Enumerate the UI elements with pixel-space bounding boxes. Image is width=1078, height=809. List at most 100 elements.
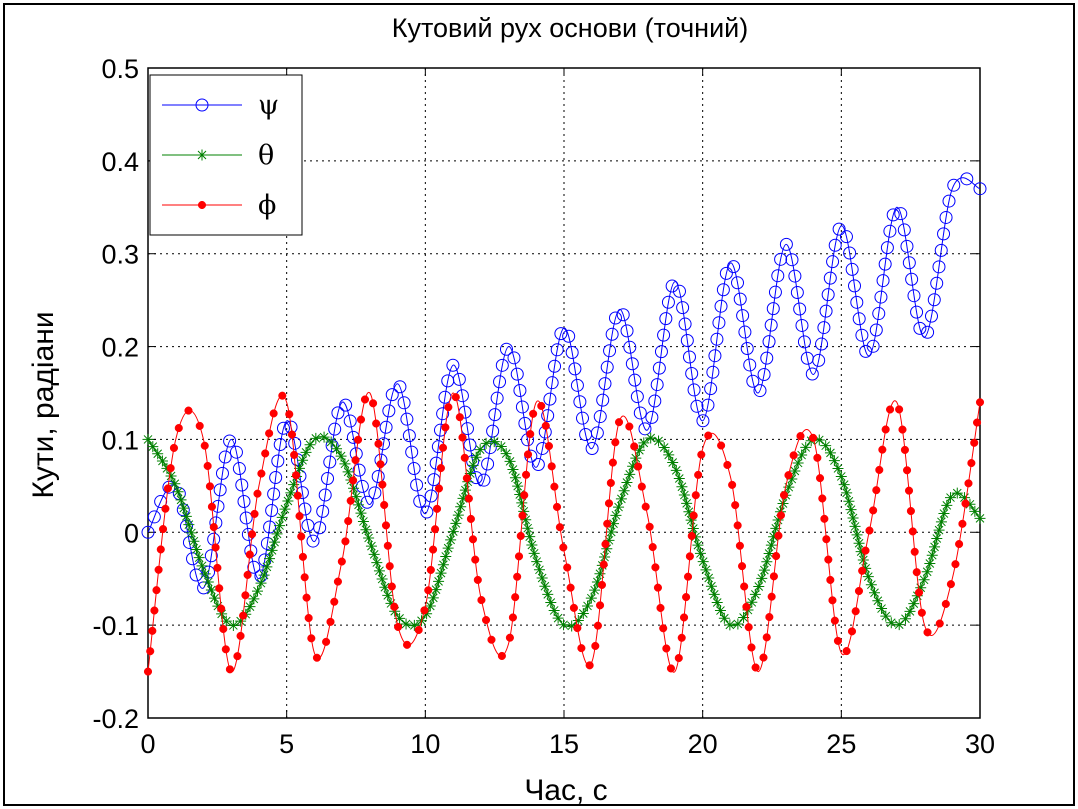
data-point xyxy=(654,345,668,359)
data-point xyxy=(518,505,530,517)
data-point xyxy=(381,521,391,530)
data-point xyxy=(740,582,749,591)
x-tick-label: 20 xyxy=(688,729,718,759)
data-point xyxy=(937,227,951,241)
data-point xyxy=(547,462,556,471)
data-point xyxy=(600,360,614,374)
data-point xyxy=(812,353,826,367)
data-point xyxy=(550,482,559,491)
data-point xyxy=(258,569,270,581)
data-point xyxy=(744,623,753,632)
data-point xyxy=(267,487,281,501)
data-point xyxy=(960,172,974,186)
data-point xyxy=(509,472,521,484)
data-point xyxy=(652,361,666,375)
data-point xyxy=(223,434,237,448)
data-point xyxy=(339,398,353,412)
data-point xyxy=(813,434,825,446)
data-point xyxy=(625,422,634,431)
data-point xyxy=(526,430,535,439)
data-point xyxy=(219,624,228,634)
data-point xyxy=(841,487,853,499)
data-point xyxy=(790,286,804,300)
data-point xyxy=(595,601,605,610)
data-point xyxy=(520,491,529,500)
data-point xyxy=(625,357,639,371)
data-point xyxy=(828,238,842,252)
data-point xyxy=(577,607,589,619)
data-point xyxy=(786,473,798,485)
data-point xyxy=(842,647,851,656)
data-point xyxy=(227,619,239,631)
data-point xyxy=(770,522,782,534)
data-point xyxy=(676,301,690,315)
data-point xyxy=(718,612,730,624)
data-point xyxy=(666,664,676,673)
data-point xyxy=(193,552,205,564)
data-point xyxy=(436,464,445,473)
data-point xyxy=(731,501,740,510)
data-point xyxy=(682,593,691,602)
data-point xyxy=(672,284,686,298)
data-point xyxy=(245,550,254,559)
data-point xyxy=(213,483,227,497)
data-point xyxy=(342,466,354,478)
data-point xyxy=(488,408,502,422)
data-point xyxy=(382,589,394,601)
data-point xyxy=(297,532,306,541)
data-point xyxy=(746,374,760,388)
data-point xyxy=(719,266,733,280)
data-point xyxy=(531,556,543,568)
data-point xyxy=(733,521,742,530)
x-tick-label: 10 xyxy=(410,729,440,759)
data-point xyxy=(508,613,517,622)
data-point xyxy=(158,525,168,534)
data-point xyxy=(241,591,250,600)
data-point xyxy=(638,422,652,436)
data-point xyxy=(876,603,888,615)
data-point xyxy=(704,382,718,396)
data-point xyxy=(563,563,572,572)
data-point xyxy=(645,522,654,531)
data-point xyxy=(481,615,491,625)
data-point xyxy=(212,600,224,612)
data-point xyxy=(548,359,562,373)
data-point xyxy=(432,504,442,513)
data-point xyxy=(645,410,659,424)
data-point xyxy=(591,641,600,651)
data-point xyxy=(156,455,168,467)
y-tick-label: 0.2 xyxy=(101,333,139,363)
data-point xyxy=(473,575,482,584)
data-point xyxy=(495,358,509,372)
data-point xyxy=(838,479,850,491)
data-point xyxy=(235,478,249,492)
data-point xyxy=(376,460,385,469)
data-point xyxy=(874,290,888,304)
data-point xyxy=(868,587,880,599)
data-point xyxy=(910,547,919,556)
data-point xyxy=(800,441,812,453)
data-point xyxy=(236,631,245,640)
data-point xyxy=(481,457,495,471)
data-point xyxy=(565,345,579,359)
data-point xyxy=(352,463,366,477)
data-point xyxy=(820,514,829,523)
data-point xyxy=(306,534,320,548)
data-point xyxy=(253,489,262,498)
data-point xyxy=(947,178,961,192)
data-point xyxy=(902,466,912,475)
data-point xyxy=(861,546,870,555)
data-point xyxy=(499,342,513,356)
data-point xyxy=(464,468,476,480)
data-point xyxy=(913,321,927,335)
x-tick-label: 25 xyxy=(826,729,856,759)
data-point xyxy=(394,622,403,631)
data-point xyxy=(667,457,679,469)
x-tick-label: 5 xyxy=(279,729,294,759)
data-point xyxy=(904,486,914,495)
y-tick-label: -0.1 xyxy=(92,611,139,641)
data-point xyxy=(374,439,383,448)
data-point xyxy=(266,544,278,556)
data-point xyxy=(958,519,967,528)
data-point xyxy=(680,334,694,348)
